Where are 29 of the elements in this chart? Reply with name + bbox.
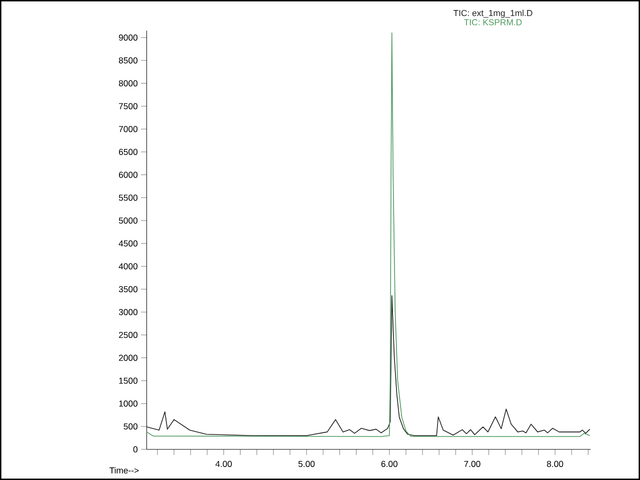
y-tick-label: 1500 [119,378,138,384]
y-tick-label: 1000 [119,400,138,407]
line-series [146,295,590,436]
y-tick-label: 0 [133,446,138,452]
y-tick-label: 4000 [118,263,138,270]
y-tick-label: 8500 [118,57,138,64]
y-tick-label: 7500 [118,103,138,110]
line-series [146,32,590,437]
x-axis-title: Time--> [109,467,139,474]
x-tick-label: 7.00 [464,460,480,467]
y-tick-label: 7000 [118,126,138,132]
text: TIC: ext_1mg_1ml.D [453,10,532,18]
y-tick-label: 4500 [118,240,138,246]
x-tick-label: 8.00 [546,460,564,467]
text: TIC: KSPRM.D [464,19,522,26]
y-tick-label: 2500 [118,332,138,338]
y-tick-label: 5500 [118,194,138,201]
y-tick-label: 500 [124,423,138,430]
y-tick-label: 9000 [118,34,138,41]
y-tick-label: 3500 [118,286,138,292]
y-tick-label: 2000 [118,354,138,361]
y-tick-label: 5000 [118,217,138,224]
y-tick-label: 6500 [118,148,138,155]
x-tick-label: 4.00 [215,460,232,467]
y-tick-label: 6000 [118,172,138,178]
y-tick-label: 8000 [118,80,138,86]
y-tick-label: 3000 [118,309,138,316]
x-tick-label: 6.00 [381,460,398,467]
x-tick-label: 5.00 [298,460,315,467]
